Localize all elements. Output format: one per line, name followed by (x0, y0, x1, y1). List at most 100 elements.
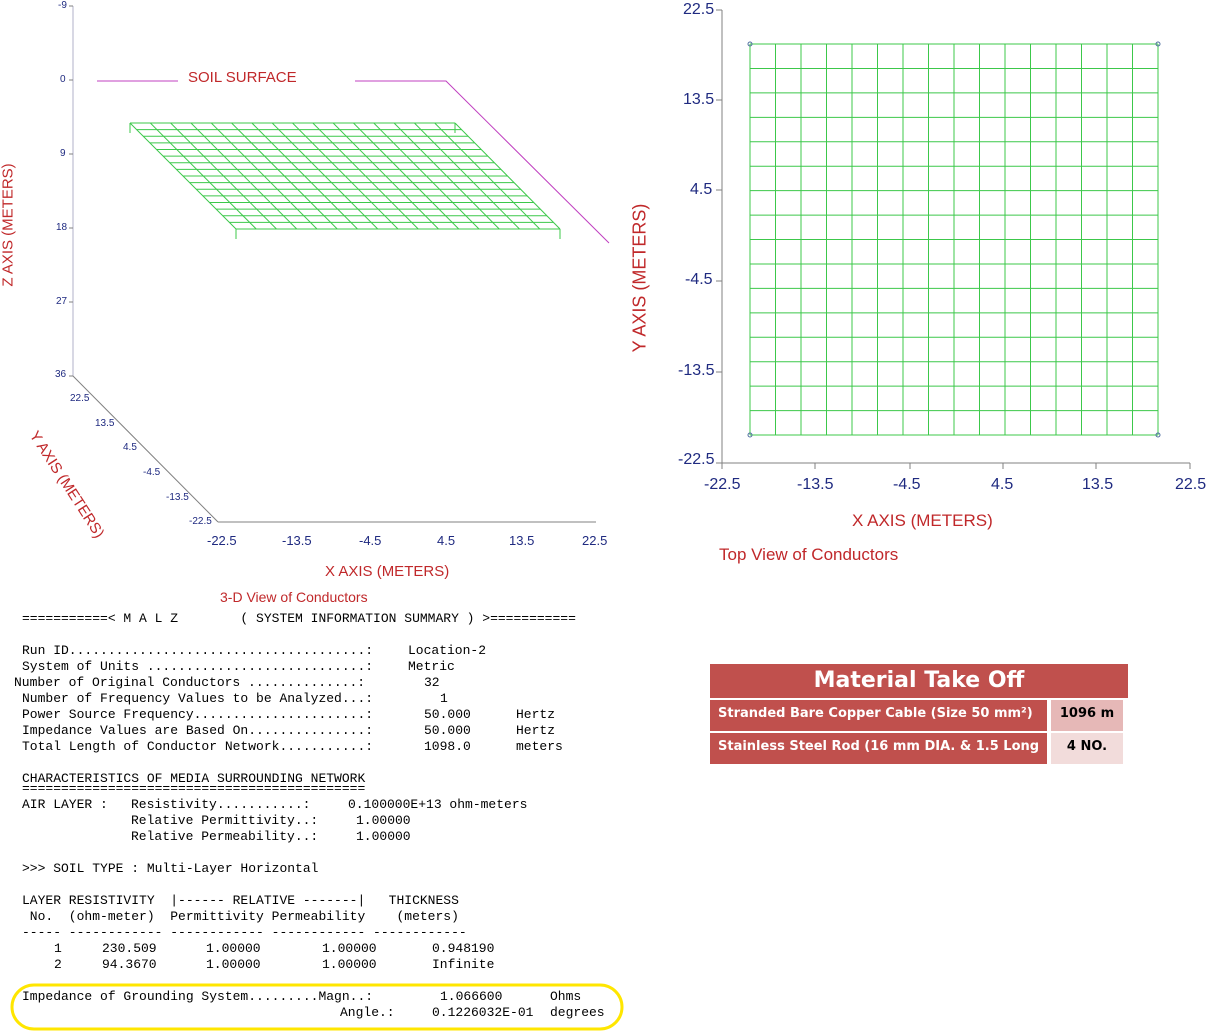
units-value: Metric (408, 659, 455, 674)
3d-y-tick: -22.5 (189, 516, 212, 527)
freq-count-label: Number of Frequency Values to be Analyze… (22, 691, 374, 706)
impedance-basis-row: Impedance Values are Based On...........… (14, 723, 634, 739)
3d-y-tick: 13.5 (95, 418, 115, 429)
3d-z-tick: 27 (56, 296, 68, 307)
top-y-tick: -22.5 (678, 451, 715, 468)
media-heading: CHARACTERISTICS OF MEDIA SURROUNDING NET… (22, 771, 366, 786)
system-information-summary: ===========< M A L Z ( SYSTEM INFORMATIO… (14, 611, 634, 1021)
table-row: 2 94.3670 1.00000 1.00000 Infinite (14, 957, 634, 973)
mto-title: Material Take Off (710, 664, 1128, 698)
layer-thickness: Infinite (432, 957, 495, 972)
run-id-value: Location-2 (408, 643, 487, 658)
summary-header: ===========< M A L Z ( SYSTEM INFORMATIO… (22, 611, 576, 626)
top-y-tick: 4.5 (690, 181, 713, 198)
table-row: Stranded Bare Copper Cable (Size 50 mm²)… (710, 700, 1128, 731)
media-rule-row: ========================================… (14, 781, 634, 803)
air-permeability-row: Relative Permeability..: 1.00000 (14, 829, 634, 845)
conductor-line (332, 122, 439, 230)
top-view-caption: Top View of Conductors (719, 545, 899, 564)
freq-count-value: 1 (440, 691, 448, 706)
3d-y-tick: -4.5 (143, 467, 161, 478)
soil-type: >>> SOIL TYPE : Multi-Layer Horizontal (22, 861, 319, 876)
run-id-label: Run ID..................................… (22, 643, 374, 658)
total-length-label: Total Length of Conductor Network.......… (22, 739, 374, 754)
impedance-basis-value: 50.000 (424, 723, 471, 738)
units-row: System of Units ........................… (14, 659, 634, 675)
3d-x-tick: 13.5 (509, 533, 535, 548)
top-y-axis-label: Y AXIS (METERS) (629, 203, 650, 353)
air-resistivity-row: AIR LAYER : Resistivity...........: 0.1000… (14, 797, 634, 813)
3d-x-tick: -13.5 (282, 533, 312, 548)
mto-item-quantity: 4 NO. (1051, 733, 1123, 764)
3d-y-tick: 22.5 (70, 393, 90, 404)
impedance-angle-unit: degrees (550, 1005, 605, 1020)
top-x-tick: 13.5 (1082, 476, 1114, 493)
top-x-tick: -13.5 (797, 476, 834, 493)
layer-resistivity: 94.3670 (102, 957, 157, 972)
soil-surface-label: SOIL SURFACE (188, 69, 297, 86)
layer-no: 2 (54, 957, 62, 972)
air-resistivity-value: 0.100000E+13 ohm-meters (348, 797, 528, 812)
top-x-tick: -22.5 (704, 476, 741, 493)
conductor-line (373, 122, 480, 230)
impedance-magn-row: Impedance of Grounding System.........Ma… (14, 989, 634, 1005)
layer-thickness: 0.948190 (432, 941, 495, 956)
ground-rod (1155, 432, 1161, 438)
3d-x-tick: 4.5 (437, 533, 456, 548)
impedance-magn: 1.066600 (440, 989, 503, 1004)
impedance-angle-row: Angle.: 0.1226032E-01 degrees (14, 1005, 634, 1021)
top-x-tick: 4.5 (991, 476, 1014, 493)
top-x-tick: 22.5 (1175, 476, 1207, 493)
table-head-row-1: LAYER RESISTIVITY |------ RELATIVE -----… (14, 893, 634, 909)
conductors-value: 32 (424, 675, 440, 690)
3d-y-tick: 4.5 (123, 442, 137, 453)
mto-item-quantity: 1096 m (1051, 700, 1123, 731)
total-length-value: 1098.0 (424, 739, 471, 754)
power-freq-label: Power Source Frequency..................… (22, 707, 374, 722)
conductor-line (414, 122, 520, 230)
material-take-off-table: Material Take Off Stranded Bare Copper C… (710, 664, 1128, 781)
3d-z-tick: -9 (58, 0, 67, 11)
conductors-label: Number of Original Conductors ..........… (14, 675, 366, 690)
table-head-1: LAYER RESISTIVITY |------ RELATIVE -----… (22, 893, 459, 908)
top-x-axis-label: X AXIS (METERS) (852, 511, 993, 530)
units-label: System of Units ........................… (22, 659, 374, 674)
layer-no: 1 (54, 941, 62, 956)
3d-view-plot (69, 5, 610, 523)
table-rule: ----- ------------ ------------ --------… (22, 925, 467, 940)
mto-item-description: Stainless Steel Rod (16 mm DIA. & 1.5 Lo… (710, 733, 1047, 781)
air-layer-label: AIR LAYER : (22, 797, 108, 812)
conductor-line (434, 122, 541, 230)
power-freq-value: 50.000 (424, 707, 471, 722)
conductors-row: Number of Original Conductors ..........… (14, 675, 634, 691)
3d-z-tick: 18 (56, 222, 68, 233)
top-y-tick: 13.5 (683, 91, 715, 108)
layer-permittivity: 1.00000 (206, 941, 261, 956)
3d-z-tick: 36 (55, 369, 67, 380)
3d-x-tick: -4.5 (359, 533, 382, 548)
conductor-line (454, 122, 561, 230)
air-permeability-value: 1.00000 (356, 829, 411, 844)
layer-permeability: 1.00000 (322, 957, 377, 972)
ground-rod (747, 432, 753, 438)
conductor-line (353, 122, 460, 230)
top-y-tick: -4.5 (685, 271, 713, 288)
soil-surface-line (355, 80, 610, 244)
layer-permeability: 1.00000 (322, 941, 377, 956)
ground-rod (747, 41, 753, 47)
3d-z-tick: 9 (60, 148, 66, 159)
layer-resistivity: 230.509 (102, 941, 157, 956)
impedance-basis-unit: Hertz (516, 723, 556, 738)
media-rule: ========================================… (22, 781, 366, 796)
impedance-basis-label: Impedance Values are Based On...........… (22, 723, 374, 738)
impedance-angle: 0.1226032E-01 (432, 1005, 534, 1020)
power-freq-row: Power Source Frequency..................… (14, 707, 634, 723)
air-resistivity-label: Resistivity...........: (131, 797, 311, 812)
freq-count-row: Number of Frequency Values to be Analyze… (14, 691, 634, 707)
3d-y-axis-line (72, 375, 219, 523)
3d-x-tick: 22.5 (582, 533, 608, 548)
mto-item-description: Stranded Bare Copper Cable (Size 50 mm²) (710, 700, 1047, 731)
top-x-tick: -4.5 (893, 476, 921, 493)
3d-view-caption: 3-D View of Conductors (220, 589, 368, 605)
table-row: 1 230.509 1.00000 1.00000 0.948190 (14, 941, 634, 957)
